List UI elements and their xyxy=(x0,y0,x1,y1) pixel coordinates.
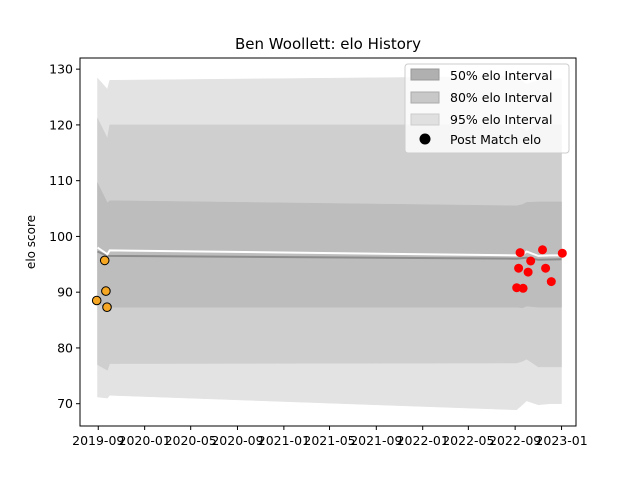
chart-title: Ben Woollett: elo History xyxy=(235,35,421,53)
legend-swatch-95 xyxy=(410,113,440,126)
y-tick-label: 110 xyxy=(49,173,73,188)
legend-label-50: 50% elo Interval xyxy=(450,68,552,83)
x-tick-label: 2020-01 xyxy=(119,433,171,448)
legend-marker-post xyxy=(419,133,431,145)
point-late xyxy=(514,263,524,273)
y-tick-label: 80 xyxy=(57,340,73,355)
y-tick-label: 70 xyxy=(57,396,73,411)
y-axis-label: elo score xyxy=(24,215,38,269)
point-early xyxy=(102,302,112,313)
x-tick-label: 2023-01 xyxy=(535,433,587,448)
x-tick-label: 2021-01 xyxy=(258,433,310,448)
point-late xyxy=(546,277,556,287)
x-axis: 2019-092020-012020-052020-092021-012021-… xyxy=(72,426,588,448)
point-late xyxy=(538,245,547,255)
point-late xyxy=(518,283,528,293)
interval-bands xyxy=(97,76,562,411)
x-tick-label: 2021-09 xyxy=(350,433,402,448)
x-tick-label: 2020-09 xyxy=(211,433,263,448)
y-axis: 70 80 90 100 110 120 130 xyxy=(49,62,80,411)
x-tick-label: 2019-09 xyxy=(72,433,124,448)
point-late xyxy=(541,263,551,273)
point-late xyxy=(557,248,567,258)
point-late xyxy=(515,248,525,258)
legend-label-post: Post Match elo xyxy=(450,132,541,147)
x-tick-label: 2022-09 xyxy=(489,433,541,448)
legend-swatch-50 xyxy=(410,68,440,81)
mean-line xyxy=(97,250,562,261)
y-tick-label: 120 xyxy=(49,117,73,132)
point-early xyxy=(99,255,110,266)
plot-frame xyxy=(79,57,577,427)
point-late xyxy=(523,267,533,277)
x-tick-label: 2020-05 xyxy=(165,433,217,448)
point-early xyxy=(101,286,111,296)
x-tick-label: 2021-05 xyxy=(303,433,355,448)
legend-box xyxy=(404,63,570,154)
point-late xyxy=(526,256,536,266)
x-tick-label: 2022-05 xyxy=(442,433,494,448)
legend-label-95: 95% elo Interval xyxy=(450,112,552,127)
y-tick-label: 100 xyxy=(49,229,73,244)
y-tick-label: 90 xyxy=(57,285,73,300)
x-tick-label: 2022-01 xyxy=(397,433,449,448)
post-match-points xyxy=(91,245,567,313)
y-tick-label: 130 xyxy=(49,62,73,77)
legend-swatch-80 xyxy=(410,91,440,104)
point-early xyxy=(91,295,102,306)
legend: 50% elo Interval 80% elo Interval 95% el… xyxy=(404,63,570,154)
plot-area xyxy=(91,76,567,411)
legend-label-80: 80% elo Interval xyxy=(450,90,552,105)
